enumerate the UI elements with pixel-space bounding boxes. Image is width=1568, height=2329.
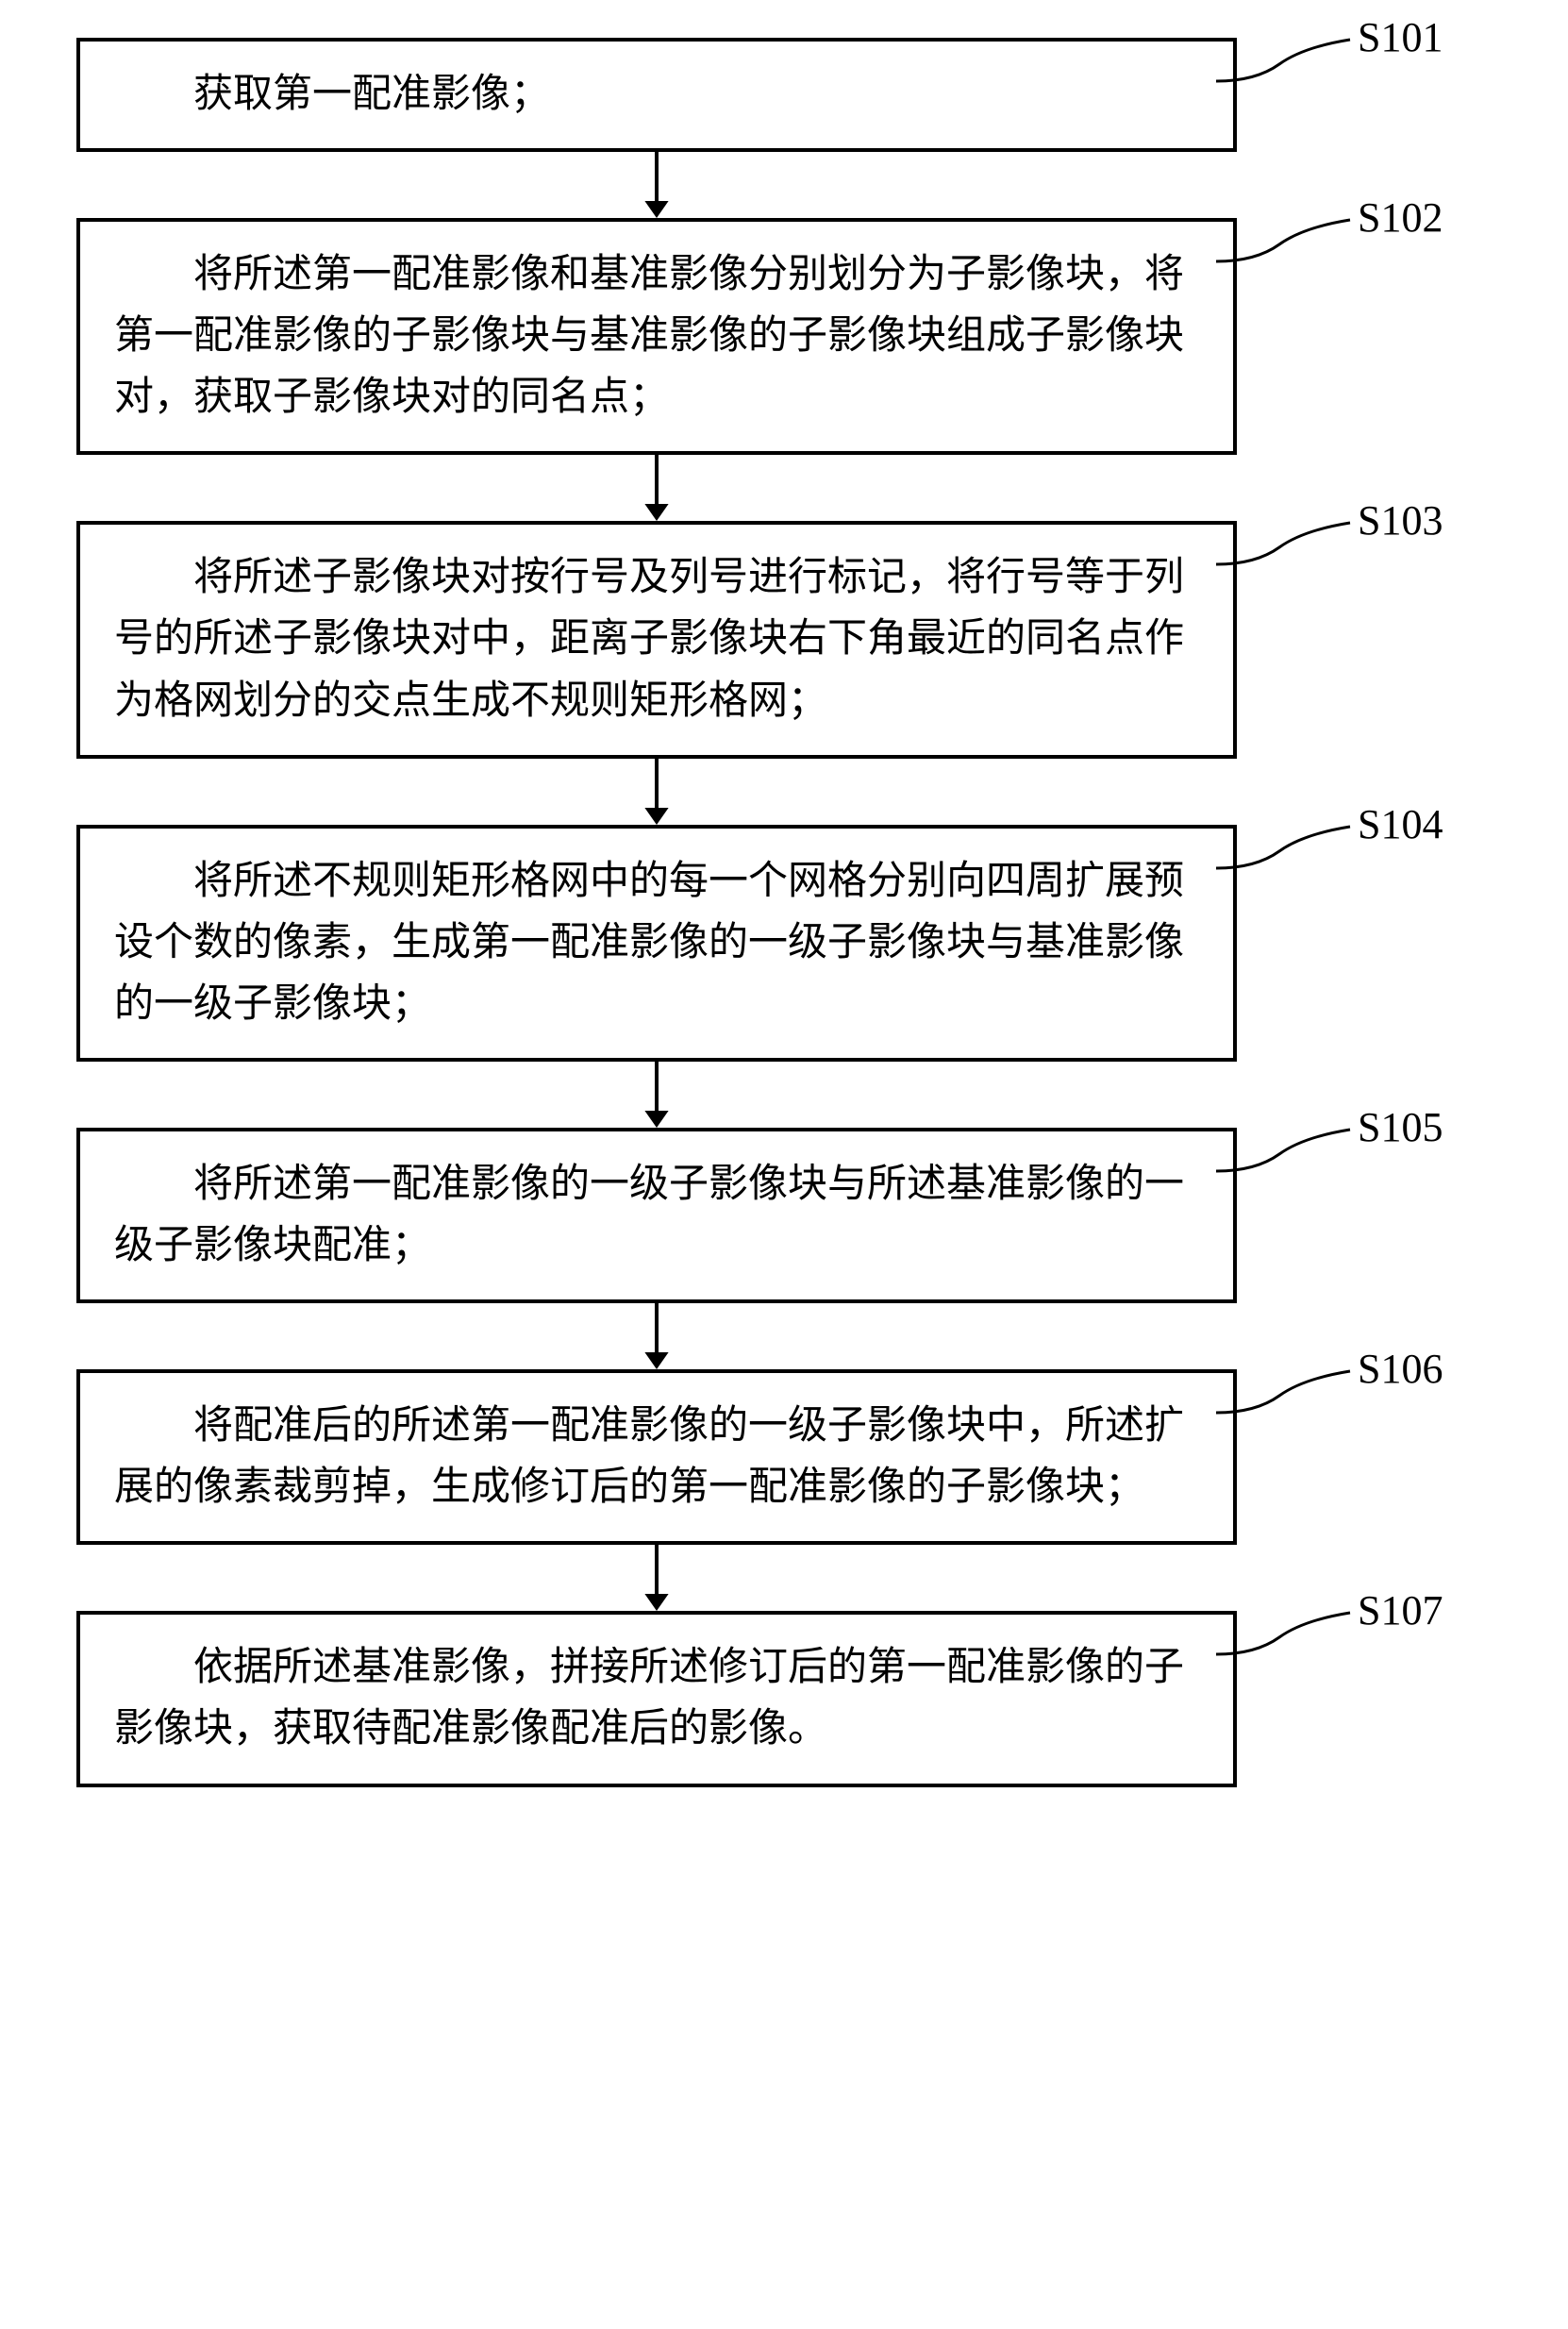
step-box-column: 依据所述基准影像，拼接所述修订后的第一配准影像的子影像块，获取待配准影像配准后的… — [76, 1611, 1237, 1786]
step-box: 将所述不规则矩形格网中的每一个网格分别向四周扩展预设个数的像素，生成第一配准影像… — [76, 825, 1237, 1062]
step-label: S103 — [1358, 496, 1443, 545]
step-label: S106 — [1358, 1345, 1443, 1393]
arrow-icon — [76, 1062, 1237, 1128]
step-hook-connector — [1209, 26, 1359, 102]
flowchart-step: 将所述第一配准影像和基准影像分别划分为子影像块，将第一配准影像的子影像块与基准影… — [76, 218, 1492, 455]
step-hook-connector — [1209, 1358, 1359, 1433]
flowchart-step: 将所述子影像块对按行号及列号进行标记，将行号等于列号的所述子影像块对中，距离子影… — [76, 521, 1492, 758]
flowchart-arrow — [76, 759, 1237, 825]
arrow-icon — [76, 759, 1237, 825]
step-box: 获取第一配准影像； — [76, 38, 1237, 152]
step-box-column: 将配准后的所述第一配准影像的一级子影像块中，所述扩展的像素裁剪掉，生成修订后的第… — [76, 1369, 1237, 1545]
flowchart-arrow — [76, 1303, 1237, 1369]
connector-column — [76, 152, 1237, 218]
arrow-icon — [76, 1545, 1237, 1611]
step-box: 将所述子影像块对按行号及列号进行标记，将行号等于列号的所述子影像块对中，距离子影… — [76, 521, 1237, 758]
flowchart-arrow — [76, 455, 1237, 521]
step-box: 将所述第一配准影像和基准影像分别划分为子影像块，将第一配准影像的子影像块与基准影… — [76, 218, 1237, 455]
step-label-column: S105 — [1237, 1128, 1492, 1303]
step-box-column: 获取第一配准影像； — [76, 38, 1237, 152]
flowchart-step: 获取第一配准影像；S101 — [76, 38, 1492, 152]
arrow-icon — [76, 1303, 1237, 1369]
step-box: 依据所述基准影像，拼接所述修订后的第一配准影像的子影像块，获取待配准影像配准后的… — [76, 1611, 1237, 1786]
flowchart-arrow — [76, 152, 1237, 218]
step-label: S101 — [1358, 13, 1443, 61]
step-box: 将配准后的所述第一配准影像的一级子影像块中，所述扩展的像素裁剪掉，生成修订后的第… — [76, 1369, 1237, 1545]
step-hook-connector — [1209, 1600, 1359, 1675]
flowchart-step: 依据所述基准影像，拼接所述修订后的第一配准影像的子影像块，获取待配准影像配准后的… — [76, 1611, 1492, 1786]
step-box: 将所述第一配准影像的一级子影像块与所述基准影像的一级子影像块配准； — [76, 1128, 1237, 1303]
connector-column — [76, 1062, 1237, 1128]
step-label-column: S106 — [1237, 1369, 1492, 1545]
step-label: S105 — [1358, 1103, 1443, 1151]
step-box-column: 将所述第一配准影像的一级子影像块与所述基准影像的一级子影像块配准； — [76, 1128, 1237, 1303]
flowchart-arrow — [76, 1062, 1237, 1128]
connector-column — [76, 1303, 1237, 1369]
step-hook-connector — [1209, 510, 1359, 585]
step-label-column: S103 — [1237, 521, 1492, 758]
step-label: S107 — [1358, 1586, 1443, 1634]
step-box-column: 将所述不规则矩形格网中的每一个网格分别向四周扩展预设个数的像素，生成第一配准影像… — [76, 825, 1237, 1062]
step-label-column: S101 — [1237, 38, 1492, 152]
flowchart-container: 获取第一配准影像；S101将所述第一配准影像和基准影像分别划分为子影像块，将第一… — [76, 38, 1492, 1787]
flowchart-step: 将所述不规则矩形格网中的每一个网格分别向四周扩展预设个数的像素，生成第一配准影像… — [76, 825, 1492, 1062]
arrow-icon — [76, 455, 1237, 521]
step-hook-connector — [1209, 1116, 1359, 1192]
connector-column — [76, 759, 1237, 825]
step-hook-connector — [1209, 207, 1359, 282]
connector-column — [76, 455, 1237, 521]
step-box-column: 将所述第一配准影像和基准影像分别划分为子影像块，将第一配准影像的子影像块与基准影… — [76, 218, 1237, 455]
step-hook-connector — [1209, 813, 1359, 889]
step-label-column: S104 — [1237, 825, 1492, 1062]
flowchart-step: 将配准后的所述第一配准影像的一级子影像块中，所述扩展的像素裁剪掉，生成修订后的第… — [76, 1369, 1492, 1545]
flowchart-step: 将所述第一配准影像的一级子影像块与所述基准影像的一级子影像块配准；S105 — [76, 1128, 1492, 1303]
arrow-icon — [76, 152, 1237, 218]
flowchart-arrow — [76, 1545, 1237, 1611]
step-box-column: 将所述子影像块对按行号及列号进行标记，将行号等于列号的所述子影像块对中，距离子影… — [76, 521, 1237, 758]
connector-column — [76, 1545, 1237, 1611]
step-label-column: S107 — [1237, 1611, 1492, 1786]
step-label-column: S102 — [1237, 218, 1492, 455]
step-label: S102 — [1358, 193, 1443, 242]
step-label: S104 — [1358, 800, 1443, 848]
